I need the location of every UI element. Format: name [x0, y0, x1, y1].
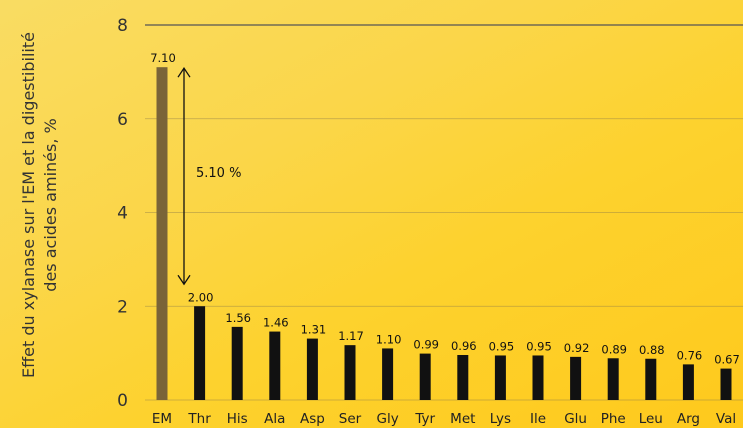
bar-his: [231, 326, 243, 400]
bar-glu: [570, 356, 582, 400]
bar-ala: [269, 331, 281, 400]
value-labels: 7.10 2.00 1.56 1.46 1.31 1.17 1.10 0.99 0.96 0.95…: [150, 51, 740, 366]
value-label-gly: 1.10: [376, 332, 402, 346]
bar-ser: [344, 345, 356, 400]
value-label-val: 0.67: [714, 353, 740, 367]
x-label-his: His: [227, 411, 248, 427]
value-label-thr: 2.00: [188, 290, 214, 304]
value-label-ile: 0.95: [526, 339, 552, 353]
annotation-label: 5.10 %: [196, 166, 241, 181]
x-label-ser: Ser: [339, 411, 362, 427]
value-label-lys: 0.95: [489, 339, 515, 353]
value-label-leu: 0.88: [639, 343, 665, 357]
y-tick-label-4: 4: [117, 204, 128, 224]
bar-leu: [645, 358, 657, 400]
bar-phe: [607, 358, 619, 400]
x-label-val: Val: [716, 411, 736, 427]
gridlines: [145, 24, 743, 401]
annotation-arrow-head-down: [177, 274, 191, 286]
x-label-tyr: Tyr: [414, 411, 435, 427]
value-label-ala: 1.46: [263, 316, 289, 330]
value-label-phe: 0.89: [601, 342, 627, 356]
bar-gly: [382, 348, 394, 400]
y-tick-label-6: 6: [117, 110, 128, 130]
bar-lys: [494, 355, 506, 400]
y-axis-ticks: 0 2 4 6 8: [117, 16, 128, 411]
x-axis-labels: EM Thr His Ala Asp Ser Gly Tyr Met Lys Ile Glu Phe Le…: [152, 411, 736, 427]
y-axis-title-line-1: Effet du xylanase sur l'EM et la digesti…: [19, 32, 38, 378]
value-label-em: 7.10: [150, 51, 176, 65]
bar-thr: [194, 306, 206, 400]
value-label-his: 1.56: [225, 311, 251, 325]
x-label-glu: Glu: [564, 411, 587, 427]
difference-annotation: 5.10 %: [177, 67, 241, 286]
value-label-ser: 1.17: [338, 329, 364, 343]
x-label-lys: Lys: [490, 411, 511, 427]
x-label-arg: Arg: [677, 411, 700, 427]
annotation-arrow-head-up: [177, 67, 191, 78]
bar-asp: [306, 338, 318, 400]
x-label-met: Met: [450, 411, 475, 427]
x-label-em: EM: [152, 411, 172, 427]
y-tick-label-0: 0: [117, 391, 128, 411]
bar-val: [720, 368, 732, 400]
bar-tyr: [419, 353, 431, 400]
bar-ile: [532, 355, 544, 400]
y-axis-title-line-2: des acides aminés, %: [41, 118, 60, 291]
x-label-gly: Gly: [376, 411, 398, 427]
y-tick-label-2: 2: [117, 297, 128, 317]
y-axis-title: Effet du xylanase sur l'EM et la digesti…: [19, 32, 60, 378]
x-label-asp: Asp: [300, 411, 325, 427]
value-label-arg: 0.76: [677, 348, 703, 362]
y-tick-label-8: 8: [117, 16, 128, 36]
x-label-leu: Leu: [639, 411, 663, 427]
x-label-phe: Phe: [601, 411, 626, 427]
x-label-ile: Ile: [530, 411, 546, 427]
bars: [156, 67, 732, 400]
x-label-thr: Thr: [187, 411, 211, 427]
x-label-ala: Ala: [264, 411, 285, 427]
bar-met: [457, 355, 469, 400]
value-label-met: 0.96: [451, 339, 477, 353]
value-label-glu: 0.92: [564, 341, 590, 355]
bar-em: [156, 67, 168, 400]
value-label-asp: 1.31: [301, 323, 327, 337]
value-label-tyr: 0.99: [413, 338, 439, 352]
bar-arg: [682, 364, 694, 400]
